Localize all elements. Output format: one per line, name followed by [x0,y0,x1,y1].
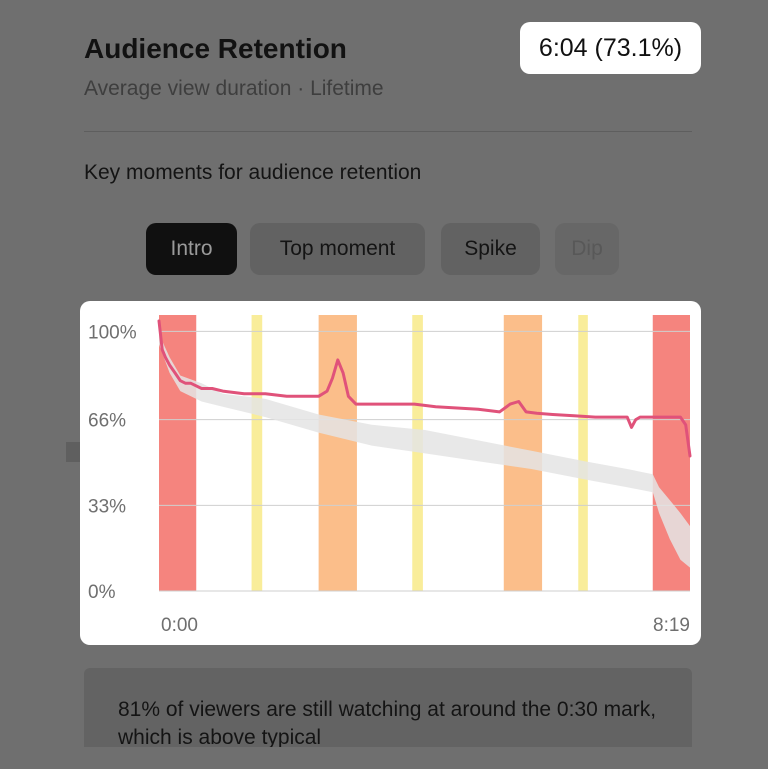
page-subtitle: Average view duration · Lifetime [84,77,384,100]
spike-region-5 [578,315,588,591]
insight-card: 81% of viewers are still watching at aro… [84,668,692,749]
top-moment-region-2 [318,315,357,591]
spike-region-3 [412,315,423,591]
x-tick-label-end: 8:19 [653,615,690,636]
y-tick-label-1: 66% [88,411,126,432]
key-moments-heading: Key moments for audience retention [84,161,422,184]
retention-chart-card: 100% 66% 33% 0% 0:00 8:19 [80,301,701,645]
chip-top-moment[interactable]: Top moment [250,223,425,275]
average-view-duration-badge: 6:04 (73.1%) [520,22,701,74]
y-tick-label-3: 0% [88,582,116,603]
retention-series-line [157,319,692,458]
page-title: Audience Retention [84,33,347,64]
section-divider [84,131,692,132]
spike-region-1 [251,315,263,591]
y-tick-label-0: 100% [88,322,137,343]
chip-intro[interactable]: Intro [146,223,237,275]
chip-dip[interactable]: Dip [555,223,619,275]
insight-text: 81% of viewers are still watching at aro… [118,698,657,749]
y-tick-label-2: 33% [88,496,126,517]
carousel-edge-marker [66,442,80,462]
chip-spike[interactable]: Spike [441,223,540,275]
x-tick-label-start: 0:00 [161,615,198,636]
retention-chart: 100% 66% 33% 0% 0:00 8:19 [88,315,692,636]
bottom-fade [0,747,768,769]
typical-retention-band [159,334,690,568]
